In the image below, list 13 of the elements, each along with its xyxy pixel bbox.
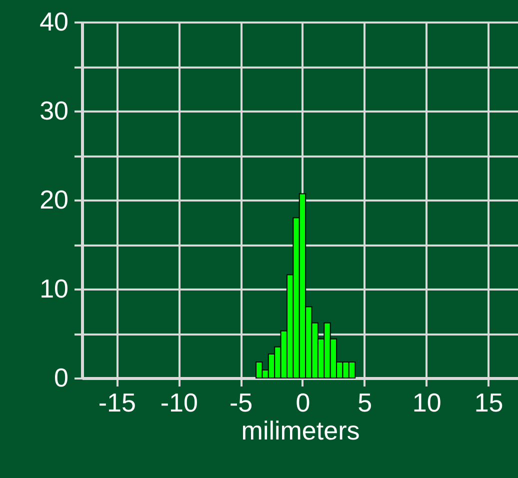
x-tick-label: -5 [229, 388, 253, 418]
x-tick-label: -15 [98, 388, 136, 418]
x-tick-label: 5 [358, 388, 372, 418]
x-tick-label: 0 [296, 388, 310, 418]
x-tick-label: 10 [412, 388, 442, 418]
y-tick-label: 0 [54, 362, 68, 392]
x-tick-label: -10 [160, 388, 198, 418]
y-tick-label: 10 [40, 274, 68, 304]
x-axis-title: milimeters [241, 416, 360, 446]
y-tick-label: 40 [40, 6, 68, 36]
y-tick-label: 30 [40, 96, 68, 126]
x-tick-label: 15 [474, 388, 504, 418]
y-tick-label: 20 [40, 184, 68, 214]
